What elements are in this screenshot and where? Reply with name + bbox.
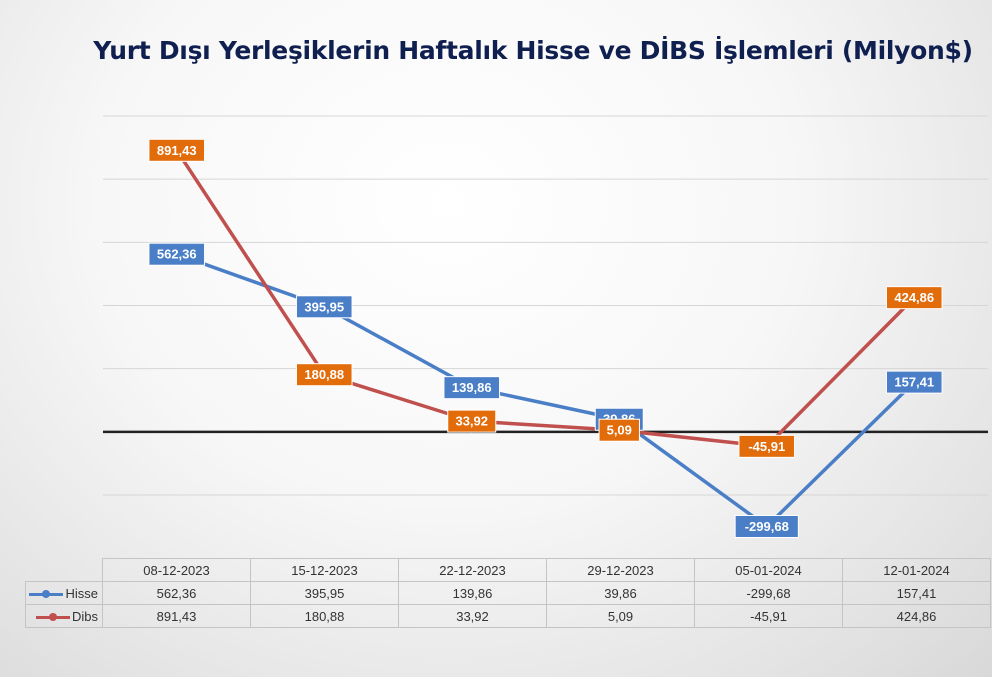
table-category: 22-12-2023 — [398, 558, 547, 582]
data-label-text: 33,92 — [455, 414, 488, 429]
data-label-text: 562,36 — [157, 247, 197, 262]
table-cell: 139,86 — [398, 581, 547, 605]
data-label-box — [148, 138, 206, 162]
gridlines — [103, 115, 988, 496]
data-label-box — [295, 295, 353, 319]
data-label-box — [734, 514, 799, 538]
data-label-text: 5,09 — [607, 423, 632, 438]
data-label-box — [148, 242, 206, 266]
data-label-text: 395,95 — [304, 299, 344, 314]
data-label-box — [295, 363, 353, 387]
table-cell: 891,43 — [102, 604, 251, 628]
table-cell: 39,86 — [546, 581, 695, 605]
legend-label: Hisse — [65, 585, 98, 601]
data-label-hisse: -299,68 — [734, 514, 799, 538]
series-markers — [165, 138, 926, 538]
data-label-box — [738, 434, 796, 458]
table-cell: 562,36 — [102, 581, 251, 605]
series-line-hisse — [176, 252, 916, 529]
data-labels: 562,36395,95139,8639,86-299,68157,41891,… — [148, 138, 943, 538]
data-label-text: 424,86 — [894, 290, 934, 305]
legend-key — [35, 612, 70, 622]
data-label-box — [443, 376, 501, 400]
table-cell: 395,95 — [250, 581, 399, 605]
table-row-dibs: Dibs 891,43 180,88 33,92 5,09 -45,91 424,86 — [25, 604, 991, 628]
table-cell: 5,09 — [546, 604, 695, 628]
table-category: 08-12-2023 — [102, 558, 251, 582]
table-corner — [25, 558, 103, 582]
data-label-dibs: 891,43 — [148, 138, 206, 162]
table-row-hisse: Hisse 562,36 395,95 139,86 39,86 -299,68 157,4… — [25, 581, 991, 605]
table-cell: 157,41 — [842, 581, 991, 605]
data-label-text: -45,91 — [748, 439, 785, 454]
table-category: 15-12-2023 — [250, 558, 399, 582]
table-cell: 33,92 — [398, 604, 547, 628]
legend-entry: Hisse — [25, 581, 103, 605]
data-label-dibs: 424,86 — [885, 286, 943, 310]
table-cell: 424,86 — [842, 604, 991, 628]
table-category: 12-01-2024 — [842, 558, 991, 582]
legend-label: Dibs — [71, 608, 98, 624]
data-label-dibs: -45,91 — [738, 434, 796, 458]
data-label-box — [885, 370, 943, 394]
data-table: 08-12-2023 15-12-2023 22-12-2023 29-12-2023… — [25, 558, 991, 628]
data-label-hisse: 562,36 — [148, 242, 206, 266]
data-label-text: 180,88 — [304, 367, 344, 382]
data-label-box — [598, 418, 640, 442]
series-line-dibs — [175, 149, 916, 449]
data-label-dibs: 180,88 — [295, 363, 353, 387]
data-label-dibs: 33,92 — [447, 409, 497, 433]
table-cell: 180,88 — [250, 604, 399, 628]
table-cell: -299,68 — [694, 581, 843, 605]
data-label-dibs: 5,09 — [598, 418, 640, 442]
data-label-hisse: 395,95 — [295, 295, 353, 319]
table-cell: -45,91 — [694, 604, 843, 628]
data-label-hisse: 139,86 — [443, 376, 501, 400]
table-header-row: 08-12-2023 15-12-2023 22-12-2023 29-12-2023… — [25, 558, 991, 582]
data-label-text: -299,68 — [745, 519, 789, 534]
legend-key — [29, 589, 64, 599]
data-label-text: 139,86 — [452, 380, 492, 395]
data-label-hisse: 157,41 — [885, 370, 943, 394]
data-label-box — [885, 286, 943, 310]
chart-title: Yurt Dışı Yerleşiklerin Haftalık Hisse v… — [93, 36, 973, 65]
series-lines — [175, 149, 916, 529]
data-label-box — [447, 409, 497, 433]
table-category: 05-01-2024 — [694, 558, 843, 582]
table-category: 29-12-2023 — [546, 558, 695, 582]
data-label-text: 891,43 — [157, 143, 197, 158]
data-label-text: 157,41 — [894, 375, 934, 390]
legend-entry: Dibs — [25, 604, 103, 628]
